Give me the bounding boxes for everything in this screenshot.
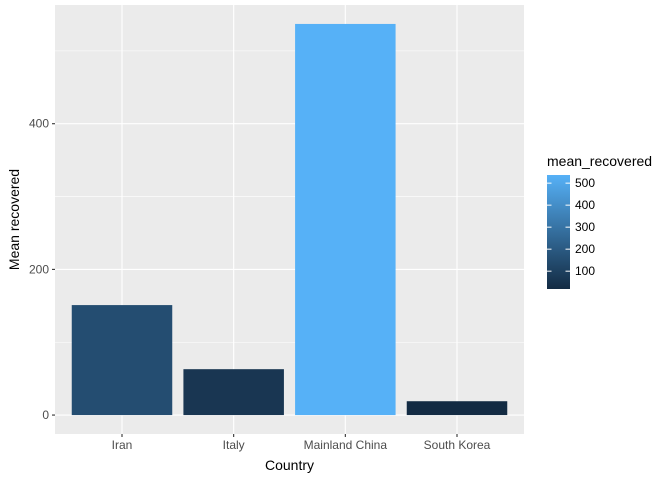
bar-italy: [183, 369, 284, 416]
bar-mainland-china: [295, 23, 396, 416]
legend-tick-label: 500: [575, 176, 595, 190]
y-axis-ticks: 0 200 400: [29, 117, 55, 422]
y-tick-label: 400: [29, 117, 49, 131]
legend-tick-label: 400: [575, 198, 595, 212]
x-tick-label: Italy: [223, 438, 245, 452]
y-tick-label: 0: [42, 408, 49, 422]
x-tick-label: South Korea: [424, 438, 491, 452]
x-axis-ticks: Iran Italy Mainland China South Korea: [112, 434, 491, 452]
bar-iran: [71, 305, 173, 416]
legend-colorbar: [547, 175, 570, 289]
x-tick-label: Mainland China: [304, 438, 388, 452]
bar-south-korea: [406, 401, 508, 416]
y-axis-title: Mean recovered: [6, 169, 22, 270]
x-axis-title: Country: [265, 457, 314, 473]
legend-tick-label: 200: [575, 242, 595, 256]
legend-tick-label: 100: [575, 264, 595, 278]
x-tick-label: Iran: [112, 438, 133, 452]
legend-tick-label: 300: [575, 220, 595, 234]
legend: mean_recovered 500 400 300 200 100: [547, 153, 652, 289]
legend-title: mean_recovered: [547, 153, 652, 169]
legend-ticks: 500 400 300 200 100: [547, 176, 595, 278]
y-tick-label: 200: [29, 262, 49, 276]
bars: [71, 23, 508, 416]
